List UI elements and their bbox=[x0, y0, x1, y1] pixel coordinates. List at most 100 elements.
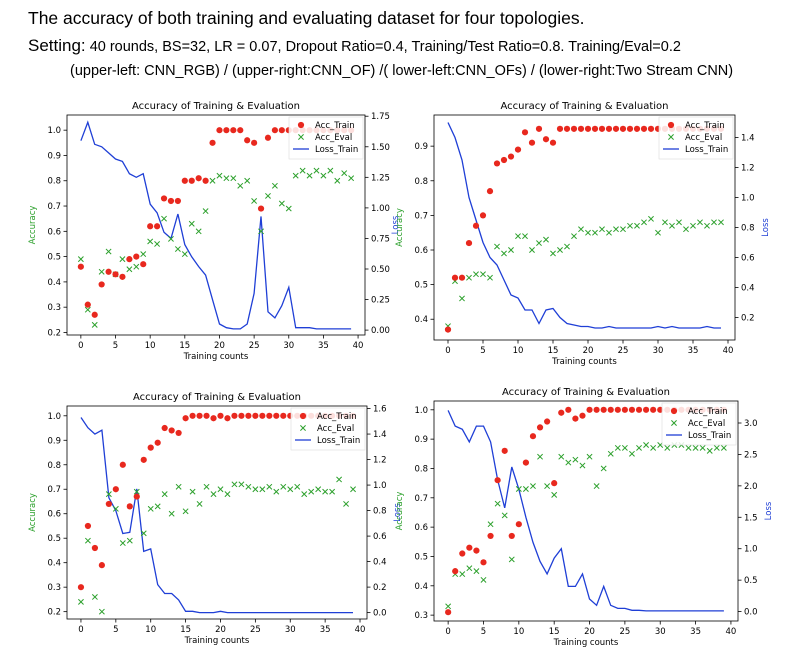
acc-train-point bbox=[202, 177, 209, 184]
legend-entry: Acc_Train bbox=[688, 407, 728, 417]
acc-train-point bbox=[77, 584, 85, 591]
acc-train-point bbox=[445, 609, 452, 616]
legend-entry: Loss_Train bbox=[685, 145, 728, 155]
acc-train-point bbox=[98, 562, 105, 569]
x-tick-label: 25 bbox=[618, 346, 629, 356]
acc-train-point bbox=[189, 412, 196, 419]
acc-eval-point bbox=[237, 182, 244, 189]
legend-marker-train bbox=[670, 407, 678, 415]
acc-train-point bbox=[238, 412, 245, 419]
x-axis-label: Training counts bbox=[184, 636, 250, 646]
acc-train-point bbox=[91, 311, 98, 318]
y-tick-label: 1.0 bbox=[47, 412, 61, 422]
x-tick-label: 20 bbox=[215, 625, 226, 635]
y2-axis-label: Loss bbox=[761, 218, 771, 237]
acc-train-point bbox=[167, 197, 175, 205]
acc-eval-point bbox=[147, 505, 154, 512]
acc-eval-point bbox=[459, 295, 465, 302]
y-axis-label: Accuracy bbox=[28, 206, 38, 245]
chart-upper-right: Accuracy of Training & Evaluation 0 5 10 15 2… bbox=[395, 101, 771, 367]
y2-tick-label: 2.5 bbox=[744, 450, 758, 460]
acc-train-point bbox=[264, 134, 272, 141]
acc-eval-point bbox=[487, 274, 493, 281]
setting-text: 40 rounds, BS=32, LR = 0.07, Dropout Rat… bbox=[89, 39, 681, 55]
acc-eval-point bbox=[105, 491, 112, 498]
y-axis-label: Accuracy bbox=[395, 492, 405, 531]
chart-upper-left: Accuracy of Training & Evaluation 0 5 10 15 2… bbox=[28, 101, 401, 362]
y-tick-label: 0.9 bbox=[47, 436, 61, 446]
acc-eval-point bbox=[551, 491, 558, 498]
acc-train-point bbox=[126, 256, 133, 263]
acc-eval-point bbox=[648, 215, 654, 222]
y2-tick-label: 0.4 bbox=[373, 558, 387, 568]
acc-train-point bbox=[600, 406, 607, 413]
acc-eval-point bbox=[641, 219, 647, 226]
chart-title: Accuracy of Training & Evaluation bbox=[502, 387, 670, 398]
acc-eval-point bbox=[168, 510, 175, 517]
acc-eval-point bbox=[494, 243, 500, 250]
acc-train-point bbox=[203, 412, 210, 419]
acc-train-point bbox=[105, 500, 112, 508]
acc-train-point bbox=[598, 125, 606, 132]
acc-train-point bbox=[494, 477, 501, 484]
acc-train-point bbox=[126, 503, 133, 510]
acc-train-point bbox=[633, 125, 641, 132]
acc-eval-point bbox=[210, 491, 217, 498]
acc-eval-point bbox=[685, 444, 692, 451]
y-tick-label: 0.3 bbox=[47, 303, 61, 313]
acc-eval-point bbox=[445, 603, 452, 610]
y2-axis-label: Loss bbox=[393, 503, 403, 522]
y2-tick-label: 1.5 bbox=[744, 513, 758, 523]
acc-eval-point bbox=[161, 491, 168, 498]
acc-eval-point bbox=[287, 486, 294, 493]
acc-train-point bbox=[635, 406, 643, 413]
acc-eval-point bbox=[480, 271, 486, 278]
acc-eval-point bbox=[154, 241, 161, 247]
acc-eval-point bbox=[348, 175, 355, 182]
acc-train-point bbox=[244, 137, 251, 144]
acc-eval-point bbox=[223, 175, 230, 182]
acc-eval-point bbox=[182, 508, 189, 515]
acc-train-point bbox=[605, 125, 613, 132]
acc-train-point bbox=[479, 212, 487, 219]
acc-eval-point bbox=[258, 228, 265, 235]
acc-eval-point bbox=[536, 240, 542, 247]
acc-eval-point bbox=[196, 500, 203, 507]
acc-eval-point bbox=[251, 198, 258, 204]
legend-entry: Acc_Eval bbox=[315, 133, 352, 143]
y2-tick-label: 1.4 bbox=[741, 134, 755, 144]
acc-eval-point bbox=[530, 483, 536, 490]
y-axis-label: Accuracy bbox=[28, 493, 38, 532]
acc-eval-point bbox=[706, 447, 713, 454]
acc-eval-point bbox=[690, 222, 696, 229]
acc-eval-point bbox=[578, 226, 584, 233]
y2-tick-label: 1.4 bbox=[373, 430, 387, 440]
acc-train-point bbox=[514, 146, 522, 153]
acc-eval-point bbox=[614, 444, 621, 451]
acc-train-point bbox=[278, 127, 285, 134]
x-tick-label: 5 bbox=[481, 627, 486, 637]
y-tick-label: 0.7 bbox=[47, 485, 61, 495]
acc-eval-point bbox=[537, 453, 544, 460]
acc-eval-point bbox=[683, 226, 689, 233]
legend-entry: Acc_Eval bbox=[317, 424, 354, 434]
acc-train-point bbox=[535, 125, 543, 132]
x-tick-label: 25 bbox=[249, 341, 260, 351]
acc-train-point bbox=[536, 424, 544, 431]
acc-train-point bbox=[593, 406, 600, 413]
acc-eval-point bbox=[473, 271, 479, 278]
acc-eval-point bbox=[231, 481, 238, 488]
acc-eval-point bbox=[697, 219, 703, 226]
acc-train-point bbox=[522, 459, 530, 466]
x-axis-label: Training counts bbox=[183, 352, 249, 362]
acc-eval-point bbox=[643, 442, 650, 448]
legend-marker-train bbox=[667, 121, 675, 129]
acc-train-point bbox=[237, 127, 244, 134]
y2-tick-label: 0.75 bbox=[371, 234, 390, 244]
y-tick-label: 0.7 bbox=[414, 211, 428, 221]
x-tick-label: 35 bbox=[688, 346, 699, 356]
acc-train-point bbox=[628, 406, 636, 413]
acc-eval-point bbox=[84, 537, 91, 544]
y-tick-label: 0.8 bbox=[47, 461, 61, 471]
acc-eval-point bbox=[336, 476, 343, 483]
